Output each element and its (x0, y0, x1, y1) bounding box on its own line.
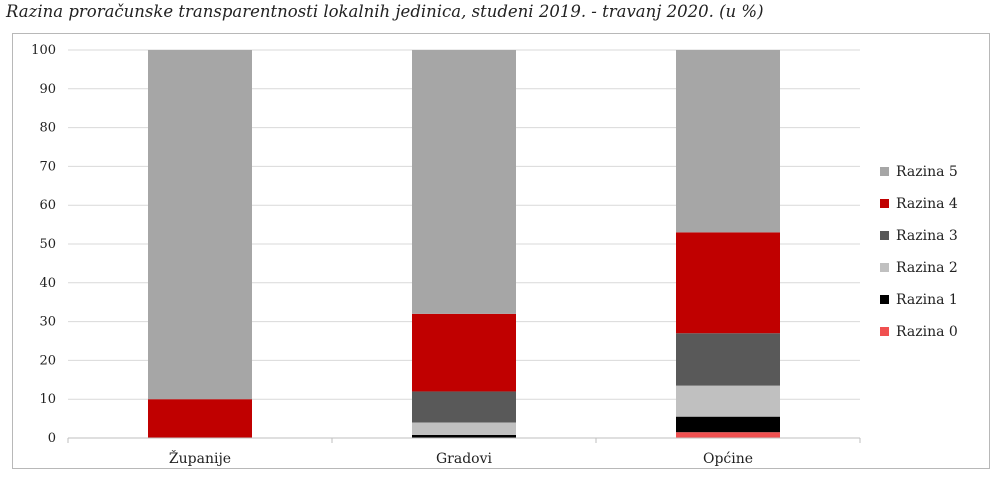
legend-label: Razina 3 (896, 228, 958, 244)
y-tick-label: 50 (39, 237, 56, 252)
x-category-label: Županije (169, 449, 231, 467)
bar-segment-razina-4 (412, 313, 516, 392)
y-tick-label: 40 (39, 276, 56, 291)
legend-label: Razina 4 (896, 196, 958, 212)
bar-segment-razina-1 (412, 434, 516, 438)
y-tick-label: 90 (39, 82, 56, 97)
bar-segment-razina-1 (676, 416, 780, 433)
bar-segment-razina-5 (148, 50, 252, 400)
chart-frame (12, 33, 990, 469)
bars (148, 50, 780, 438)
bar-segment-razina-0 (676, 432, 780, 438)
x-category-label: Općine (703, 451, 753, 467)
legend-label: Razina 0 (896, 324, 958, 340)
legend-label: Razina 2 (896, 260, 958, 276)
legend-swatch (880, 327, 889, 336)
legend-label: Razina 5 (896, 164, 958, 180)
legend-swatch (880, 231, 889, 240)
y-tick-label: 30 (39, 315, 56, 330)
legend-label: Razina 1 (896, 292, 958, 308)
bar-segment-razina-3 (676, 333, 780, 386)
y-tick-label: 70 (39, 159, 56, 174)
legend-swatch (880, 295, 889, 304)
bar-segment-razina-4 (676, 232, 780, 334)
y-tick-label: 20 (39, 353, 56, 368)
bar-segment-razina-4 (148, 399, 252, 438)
y-tick-label: 60 (39, 198, 56, 213)
legend-swatch (880, 263, 889, 272)
chart-title: Razina proračunske transparentnosti loka… (6, 2, 764, 21)
y-tick-label: 100 (31, 43, 56, 58)
legend-swatch (880, 199, 889, 208)
bar-segment-razina-2 (412, 422, 516, 435)
legend-swatch (880, 167, 889, 176)
y-tick-label: 10 (39, 392, 56, 407)
bar-segment-razina-5 (676, 50, 780, 233)
y-tick-label: 0 (48, 431, 56, 446)
bar-segment-razina-3 (412, 391, 516, 423)
bar-segment-razina-2 (676, 385, 780, 417)
legend: Razina 5 Razina 4 Razina 3 Razina 2 Razina 1… (880, 164, 958, 340)
bar-segment-razina-5 (412, 50, 516, 314)
y-tick-label: 80 (39, 121, 56, 136)
axes: 0 10 20 30 40 50 60 70 80 90 100 Županije Gradovi Opć… (31, 43, 861, 467)
x-category-label: Gradovi (436, 451, 493, 467)
